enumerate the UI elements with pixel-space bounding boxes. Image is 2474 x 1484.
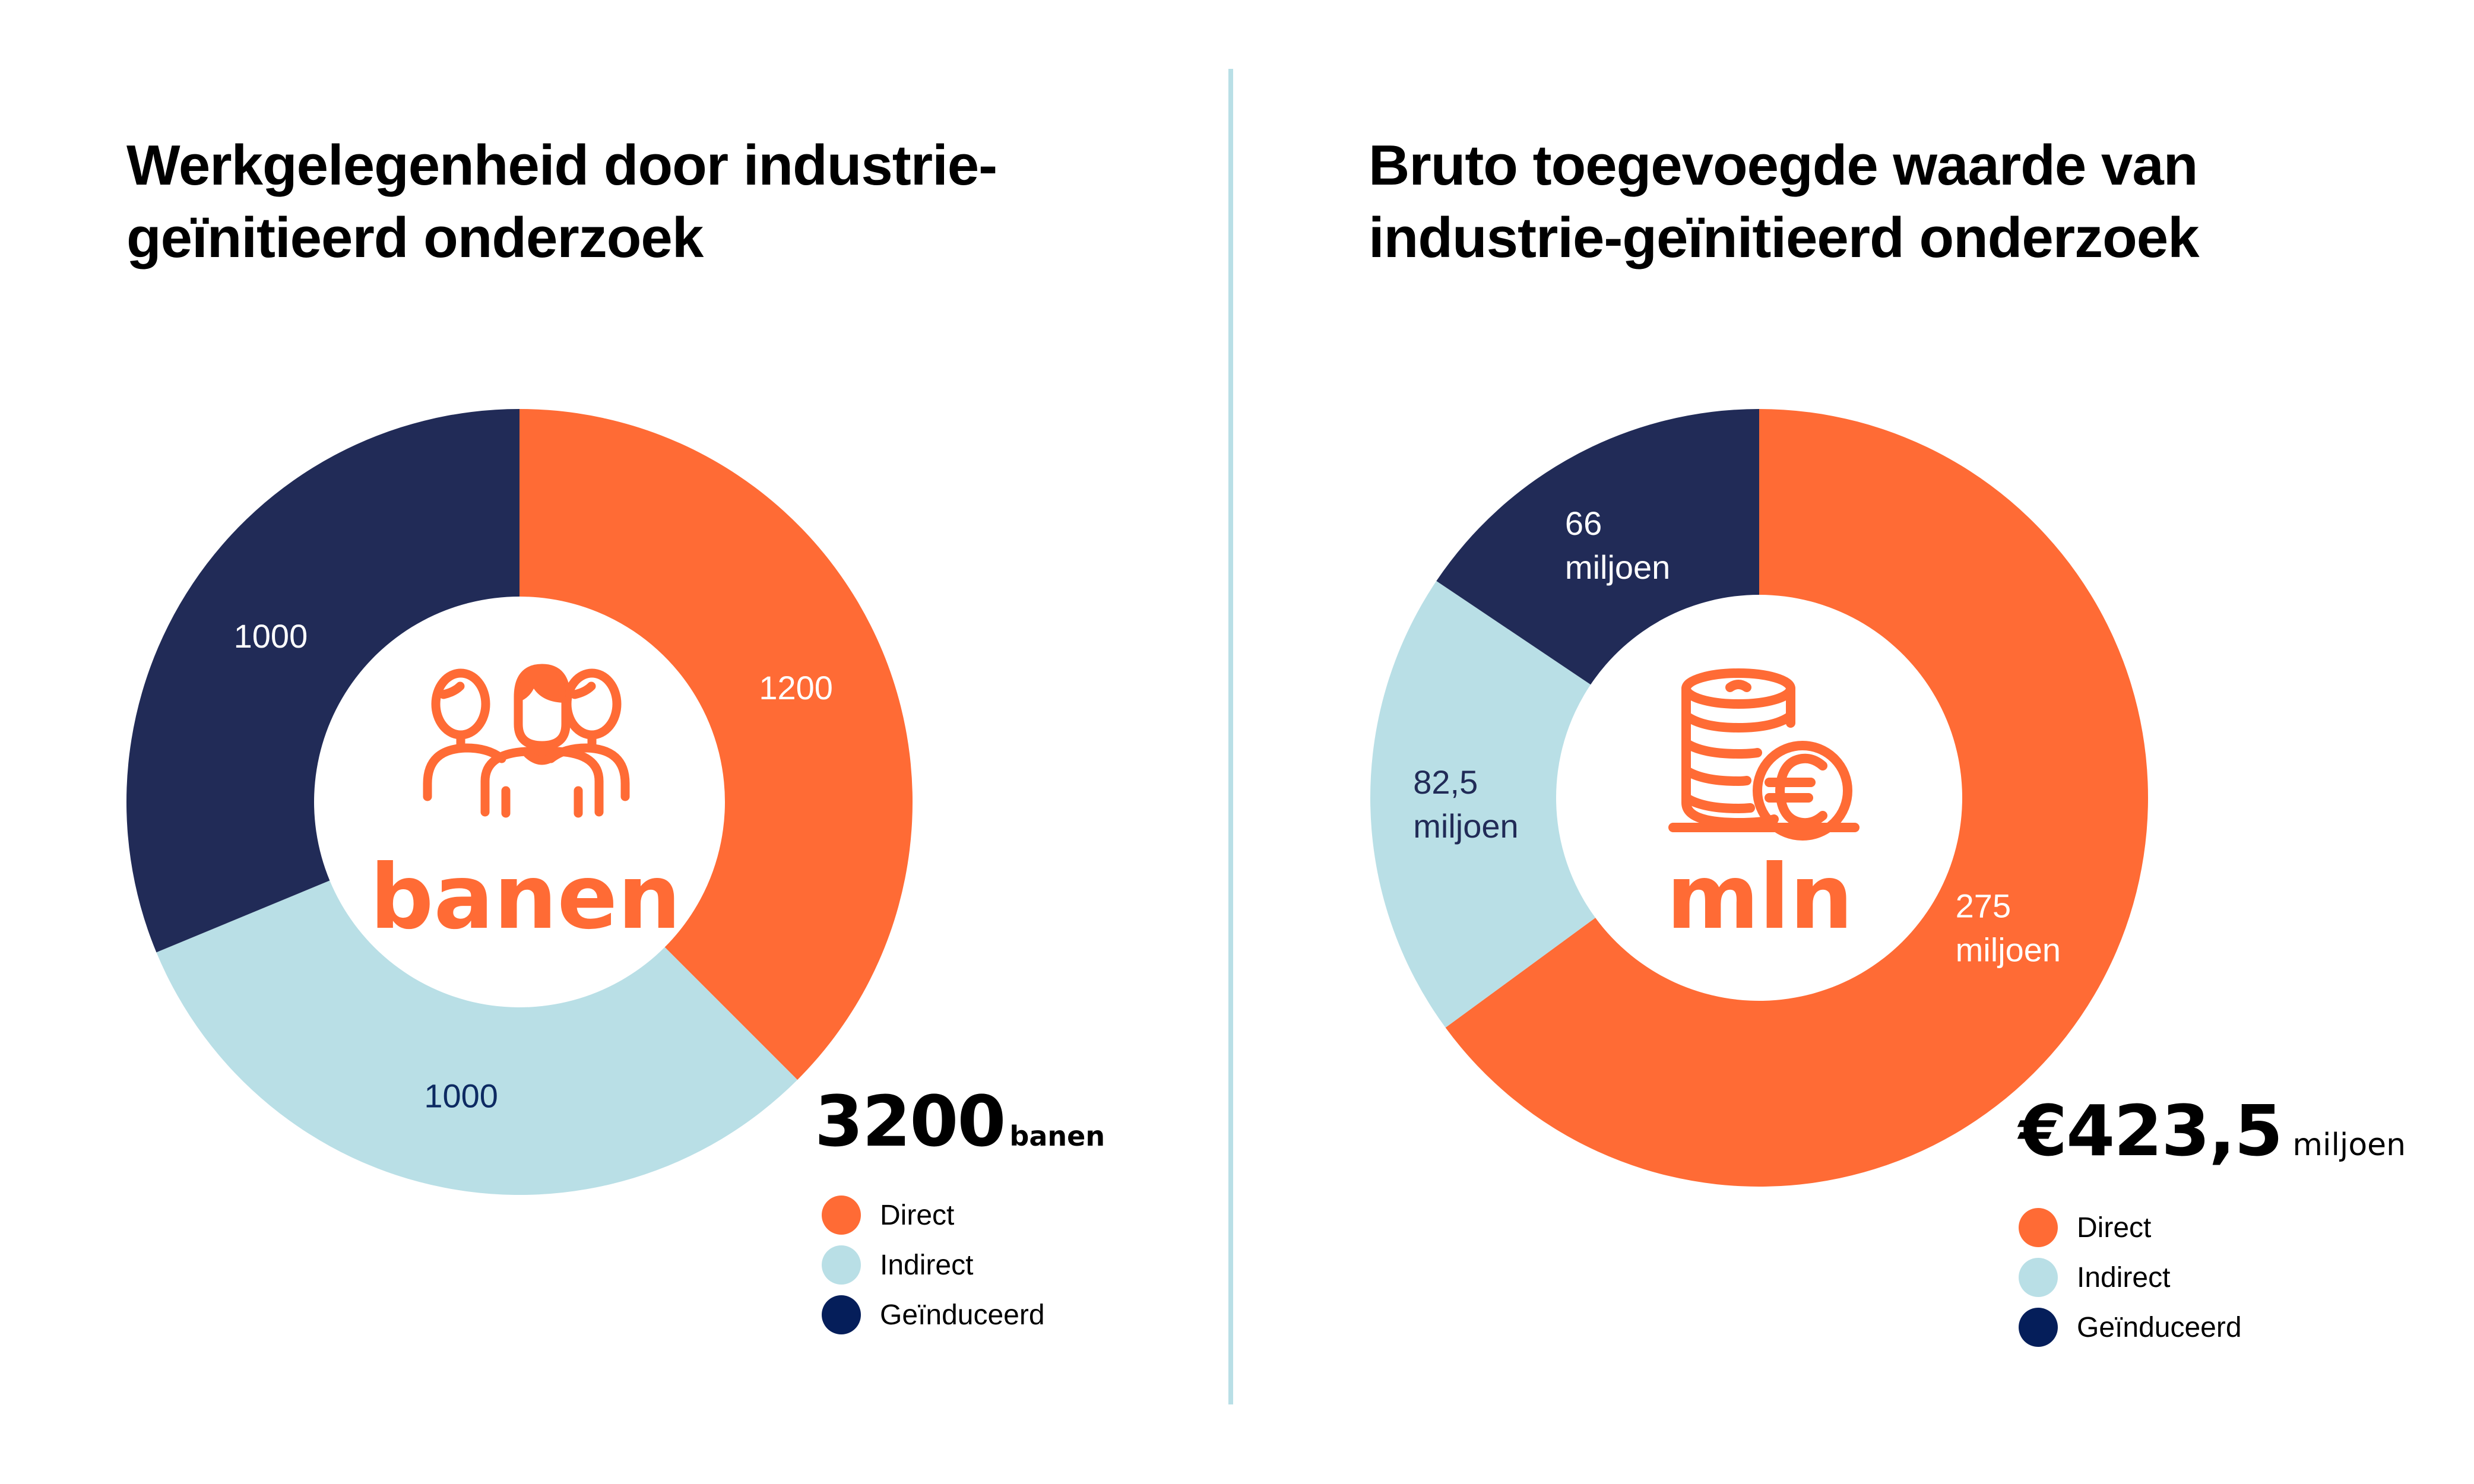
title-line: Werkgelegenheid door industrie- <box>126 134 997 197</box>
legend-label: Indirect <box>2077 1261 2171 1293</box>
slice-data-label: 82,5 miljoen <box>1413 763 1518 845</box>
slice-value: 275 <box>1956 887 2011 924</box>
total-unit: miljoen <box>2292 1127 2406 1163</box>
slice-data-label: 1000 <box>424 1077 498 1114</box>
total-unit: banen <box>1009 1120 1105 1152</box>
legend-employment: Direct Indirect Geïnduceerd <box>822 1190 1045 1340</box>
title-line: Bruto toegevoegde waarde van <box>1369 134 2198 197</box>
slice-value: 1200 <box>759 669 833 706</box>
center-word-banen: banen <box>370 846 681 949</box>
donut-slice-indirect <box>1370 581 1596 1028</box>
slice-data-label: 1200 <box>759 669 833 706</box>
legend-swatch-indirect <box>2019 1258 2058 1297</box>
total-gross-value-added: €423,5 miljoen <box>2019 1090 2406 1172</box>
legend-item-induced: Geïnduceerd <box>2019 1302 2242 1352</box>
legend-item-direct: Direct <box>822 1190 1045 1240</box>
chart-title-gross-value-added: Bruto toegevoegde waarde van industrie-g… <box>1369 129 2200 274</box>
slice-value: 66 <box>1565 505 1602 542</box>
euro-coins-icon <box>1668 668 1860 841</box>
legend-swatch-direct <box>822 1196 861 1235</box>
legend-swatch-direct <box>2019 1208 2058 1247</box>
total-value: €423,5 <box>2019 1090 2283 1172</box>
panel-divider <box>1228 69 1233 1404</box>
people-hair-fill <box>518 668 566 703</box>
donut-slice-genduceerd <box>1436 409 1759 685</box>
slice-data-label: 275 miljoen <box>1956 887 2061 968</box>
donut-slice-direct <box>519 409 913 1080</box>
slice-value: 82,5 <box>1413 763 1478 801</box>
slice-value: 1000 <box>234 617 308 655</box>
donut-gross-value-added: 275 miljoen 82,5 miljoen 66 miljoen <box>1370 409 2149 1187</box>
legend-gross-value-added: Direct Indirect Geïnduceerd <box>2019 1203 2242 1352</box>
legend-item-indirect: Indirect <box>822 1240 1045 1290</box>
slice-unit: miljoen <box>1565 548 1670 586</box>
slice-data-label: 1000 <box>234 617 308 655</box>
legend-label: Indirect <box>880 1249 974 1281</box>
donut-slice-direct <box>1445 409 2149 1187</box>
legend-label: Geïnduceerd <box>2077 1311 2242 1343</box>
total-employment: 3200 banen <box>815 1080 1105 1162</box>
donut-slice-indirect <box>156 880 798 1195</box>
legend-swatch-indirect <box>822 1245 861 1285</box>
total-value: 3200 <box>815 1080 1006 1162</box>
slice-unit: miljoen <box>1956 931 2061 968</box>
legend-label: Direct <box>880 1199 955 1231</box>
center-word-mln: mln <box>1667 846 1854 949</box>
legend-item-direct: Direct <box>2019 1203 2242 1252</box>
title-line: geïnitieerd onderzoek <box>126 206 704 269</box>
title-line: industrie-geïnitieerd onderzoek <box>1369 206 2200 269</box>
legend-label: Geïnduceerd <box>880 1299 1045 1331</box>
slice-data-label: 66 miljoen <box>1565 505 1670 586</box>
donut-employment: 1200 1000 1000 <box>126 409 913 1195</box>
legend-swatch-induced <box>2019 1308 2058 1347</box>
legend-label: Direct <box>2077 1212 2152 1244</box>
legend-item-indirect: Indirect <box>2019 1252 2242 1302</box>
donut-slice-genduceerd <box>126 409 520 953</box>
legend-item-induced: Geïnduceerd <box>822 1290 1045 1340</box>
slice-value: 1000 <box>424 1077 498 1114</box>
slice-unit: miljoen <box>1413 807 1518 845</box>
legend-swatch-induced <box>822 1295 861 1334</box>
chart-title-employment: Werkgelegenheid door industrie- geïnitie… <box>126 129 997 274</box>
